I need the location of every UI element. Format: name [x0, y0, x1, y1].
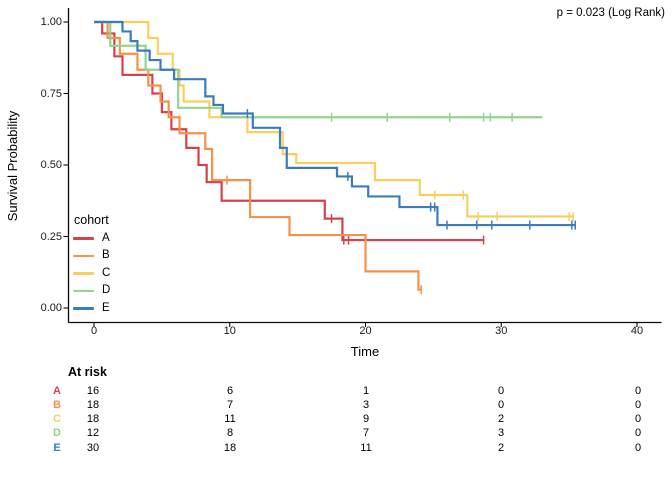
y-tick-label: 0.00 [40, 302, 62, 314]
at-risk-count-E-t0: 30 [86, 441, 100, 454]
at-risk-count-C-t10: 11 [224, 412, 236, 425]
at-risk-count-D-t30: 3 [497, 427, 505, 439]
at-risk-row-label-A: A [53, 384, 61, 397]
at-risk-count-C-t20: 9 [362, 412, 370, 425]
at-risk-count-A-t20: 1 [362, 384, 370, 397]
legend-swatch-B [73, 254, 94, 258]
survival-curve-E [94, 20, 576, 227]
at-risk-count-E-t10: 18 [223, 441, 237, 454]
legend-label-C: C [102, 266, 111, 279]
legend-swatch-D [73, 289, 94, 293]
at-risk-count-C-t30: 2 [497, 412, 505, 425]
legend-label-B: B [102, 249, 110, 261]
x-tick-label: 0 [90, 325, 98, 337]
at-risk-count-B-t30: 0 [497, 398, 505, 411]
at-risk-row-label-D: D [53, 427, 61, 439]
x-tick-label: 10 [223, 325, 236, 337]
at-risk-count-A-t30: 0 [497, 384, 505, 397]
at-risk-count-E-t20: 11 [360, 441, 372, 454]
p-value-annotation: p = 0.023 (Log Rank) [556, 7, 665, 19]
at-risk-count-E-t40: 0 [634, 441, 642, 454]
x-tick-label: 40 [630, 325, 644, 337]
at-risk-count-B-t40: 0 [634, 398, 642, 411]
legend-label-D: D [102, 284, 111, 296]
at-risk-count-D-t20: 7 [362, 427, 370, 439]
at-risk-count-A-t0: 16 [86, 384, 100, 397]
y-tick-label: 0.25 [40, 230, 62, 243]
at-risk-count-C-t40: 0 [634, 412, 642, 425]
at-risk-header: At risk [68, 365, 107, 379]
at-risk-count-A-t40: 0 [634, 384, 642, 397]
legend-label-A: A [102, 231, 110, 244]
at-risk-row-label-B: B [53, 398, 61, 411]
x-axis-title: Time [350, 344, 380, 359]
legend-swatch-A [73, 237, 94, 240]
legend-label-E: E [102, 301, 110, 314]
at-risk-row-label-C: C [53, 412, 61, 425]
at-risk-count-B-t20: 3 [362, 398, 370, 411]
y-tick-label: 1.00 [40, 16, 62, 28]
at-risk-count-B-t10: 7 [226, 398, 234, 411]
legend-title: cohort [74, 213, 109, 227]
y-axis-title: Survival Probability [5, 110, 20, 222]
at-risk-count-D-t0: 12 [86, 427, 100, 439]
x-tick-label: 20 [359, 325, 372, 337]
at-risk-row-label-E: E [53, 441, 61, 454]
at-risk-count-D-t10: 8 [226, 427, 234, 439]
survival-curve-B [94, 20, 422, 291]
x-tick-label: 30 [495, 325, 508, 337]
y-tick-label: 0.75 [40, 87, 62, 100]
at-risk-count-B-t0: 18 [86, 398, 100, 411]
legend-swatch-E [73, 307, 94, 310]
at-risk-count-A-t10: 6 [226, 384, 234, 397]
at-risk-count-E-t30: 2 [497, 441, 505, 454]
legend-swatch-C [73, 272, 94, 275]
at-risk-count-C-t0: 18 [86, 412, 100, 425]
at-risk-count-D-t40: 0 [634, 427, 642, 439]
y-tick-label: 0.50 [40, 159, 62, 171]
